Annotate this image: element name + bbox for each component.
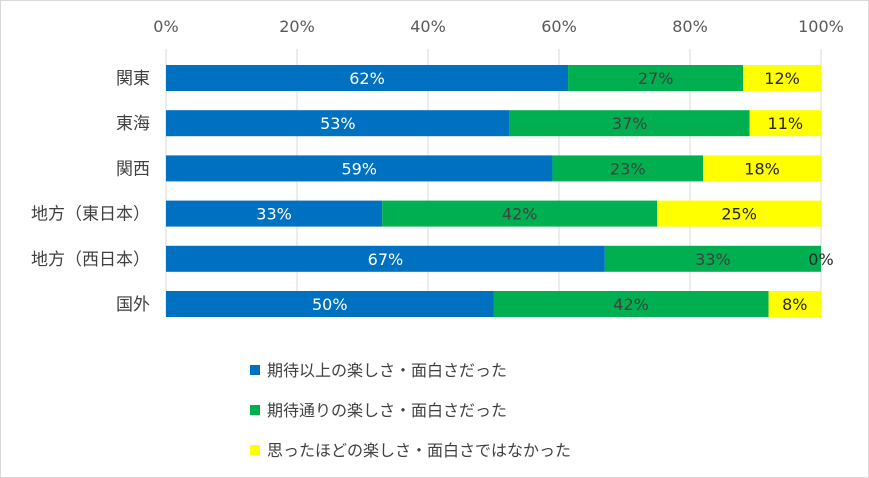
data-label: 8% xyxy=(782,295,807,314)
x-tick-label: 80% xyxy=(672,17,708,36)
legend-label: 期待通りの楽しさ・面白さだった xyxy=(267,401,507,420)
legend-swatch xyxy=(250,365,260,375)
bar-segment xyxy=(166,200,383,227)
legend-label: 思ったほどの楽しさ・面白さではなかった xyxy=(267,441,571,460)
category-label: 関西 xyxy=(116,159,150,179)
gridlines xyxy=(165,49,822,317)
bar-segment xyxy=(509,110,750,137)
data-label: 25% xyxy=(721,205,757,224)
bar-segment xyxy=(749,110,821,137)
data-label: 42% xyxy=(613,295,649,314)
bar-segment xyxy=(703,155,821,182)
data-label: 53% xyxy=(320,114,356,133)
legend-swatch xyxy=(250,445,260,455)
bar-segment xyxy=(657,200,821,227)
data-label: 33% xyxy=(256,205,292,224)
bar-segment xyxy=(493,291,769,317)
bar-segment xyxy=(166,110,510,137)
data-label: 59% xyxy=(341,159,377,178)
category-label: 地方（東日本） xyxy=(31,205,150,225)
category-label: 国外 xyxy=(116,295,150,315)
bar-segment xyxy=(604,245,821,272)
data-label: 27% xyxy=(638,69,674,88)
x-axis-ticks: 0% 20% 40% 60% 80% 100% xyxy=(153,17,844,36)
data-label: 18% xyxy=(744,159,780,178)
x-tick-label: 40% xyxy=(410,17,446,36)
data-label: 67% xyxy=(368,250,404,269)
bars xyxy=(166,65,821,317)
bar-segment xyxy=(552,155,704,182)
bar-segment xyxy=(166,65,569,91)
x-tick-label: 100% xyxy=(798,17,844,36)
bar-segment xyxy=(743,65,821,91)
category-label: 地方（西日本） xyxy=(31,250,150,270)
bar-segment xyxy=(382,200,658,227)
x-tick-label: 60% xyxy=(541,17,577,36)
bar-segment xyxy=(166,291,494,317)
data-label: 50% xyxy=(312,295,348,314)
bar-segment xyxy=(166,155,553,182)
data-label: 11% xyxy=(768,114,804,133)
bar-segment xyxy=(166,245,605,272)
data-label: 37% xyxy=(612,114,648,133)
data-label: 42% xyxy=(502,205,538,224)
data-label: 23% xyxy=(610,159,646,178)
bar-segment xyxy=(768,291,821,317)
bar-segment xyxy=(568,65,744,91)
category-label: 東海 xyxy=(116,114,150,134)
legend-label: 期待以上の楽しさ・面白さだった xyxy=(267,361,507,380)
data-label: 12% xyxy=(764,69,800,88)
category-label: 関東 xyxy=(116,69,150,89)
data-labels: 62% 27% 12% 53% 37% 11% 59% 23% 18% 33% 42% 25% 67% 3… xyxy=(256,69,833,314)
data-label: 0% xyxy=(808,250,833,269)
x-tick-label: 0% xyxy=(153,17,178,36)
legend: 期待以上の楽しさ・面白さだった期待通りの楽しさ・面白さだった思ったほどの楽しさ・… xyxy=(250,361,571,460)
legend-swatch xyxy=(250,405,260,415)
data-label: 33% xyxy=(695,250,731,269)
data-label: 62% xyxy=(349,69,385,88)
x-tick-label: 20% xyxy=(279,17,315,36)
